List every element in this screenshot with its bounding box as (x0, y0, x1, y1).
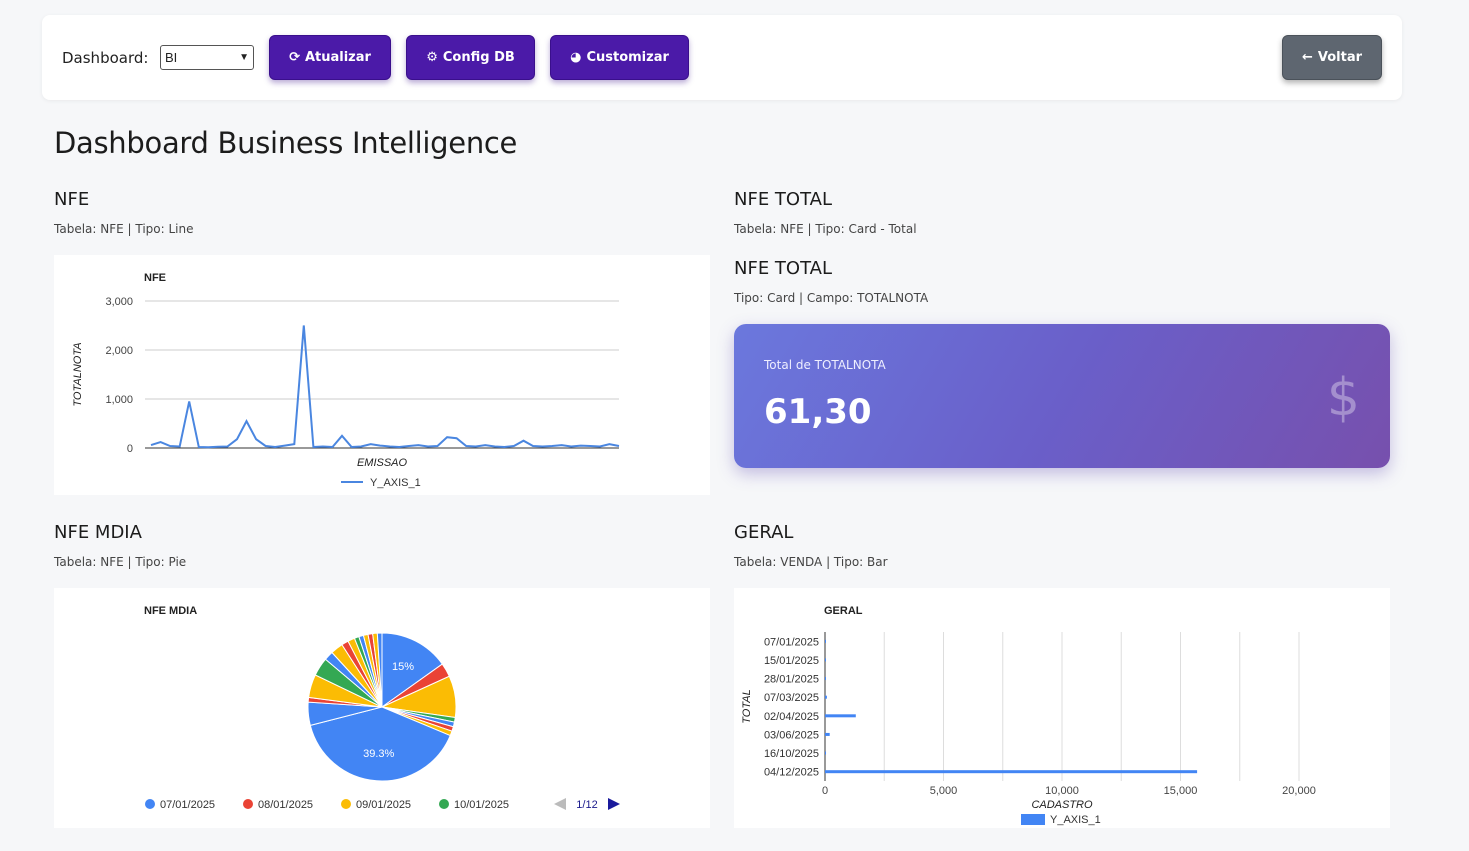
bar-chart-bar (825, 714, 856, 718)
bar-chart-category-label: 02/04/2025 (764, 711, 819, 723)
bar-chart-bar (825, 751, 826, 755)
bar-chart-x-tick: 10,000 (1045, 785, 1079, 797)
pie-legend-label: 08/01/2025 (258, 799, 313, 811)
back-button-label: Voltar (1317, 50, 1363, 65)
line-chart-series-line (150, 325, 620, 449)
bar-chart-bar (825, 658, 826, 662)
pie-legend-swatch (341, 799, 351, 809)
nfe-section-subtitle: Tabela: NFE | Tipo: Line (54, 222, 194, 236)
pie-legend-swatch (439, 799, 449, 809)
pie-slice-label: 39.3% (363, 748, 394, 760)
nfe-total-section-subtitle: Tabela: NFE | Tipo: Card - Total (734, 222, 917, 236)
pie-legend-label: 09/01/2025 (356, 799, 411, 811)
bar-chart-bar (825, 677, 826, 681)
bar-chart-bar (825, 695, 827, 699)
line-chart-y-tick: 2,000 (105, 345, 133, 357)
nfe-mdia-section-subtitle: Tabela: NFE | Tipo: Pie (54, 555, 187, 569)
pie-legend-label: 10/01/2025 (454, 799, 509, 811)
bar-chart-x-tick: 0 (822, 785, 828, 797)
line-chart-legend-label: Y_AXIS_1 (370, 477, 421, 489)
pie-legend-label: 07/01/2025 (160, 799, 215, 811)
arrow-left-icon: ← (1301, 50, 1313, 65)
customize-button-label: Customizar (586, 50, 669, 65)
bar-chart-x-tick: 5,000 (930, 785, 958, 797)
bar-chart-x-tick: 15,000 (1164, 785, 1198, 797)
geral-section-title: GERAL (734, 522, 794, 543)
geral-section-subtitle: Tabela: VENDA | Tipo: Bar (734, 555, 888, 569)
nfe-line-chart: NFE 0 1,000 2,000 3,000 TOTALNOTA EMISSAO Y_AXI… (54, 255, 710, 495)
pie-slice-label: 15% (392, 661, 414, 673)
pie-legend-prev-icon (554, 798, 566, 810)
bar-chart-category-label: 03/06/2025 (764, 729, 819, 741)
bar-chart-category-label: 16/10/2025 (764, 748, 819, 760)
bar-chart-category-label: 07/01/2025 (764, 636, 819, 648)
line-chart-y-tick: 0 (127, 443, 133, 455)
page-title: Dashboard Business Intelligence (54, 126, 518, 160)
dashboard-select[interactable]: BI ▼ (160, 45, 254, 70)
refresh-button-label: Atualizar (304, 50, 371, 65)
nfe-line-chart-svg: NFE 0 1,000 2,000 3,000 TOTALNOTA EMISSAO Y_AXI… (72, 272, 620, 489)
bar-chart-category-label: 28/01/2025 (764, 674, 819, 686)
refresh-button[interactable]: ⟳ Atualizar (269, 35, 391, 80)
dashboard-label: Dashboard: (62, 49, 149, 67)
pie-legend-swatch (243, 799, 253, 809)
bar-chart-category-label: 04/12/2025 (764, 767, 819, 779)
line-chart-x-label: EMISSAO (357, 457, 408, 469)
nfe-mdia-pie-chart: NFE MDIA 15% 39.3% 07/01/2025 08/01/2025 09/0… (54, 588, 710, 828)
pie-chart-title: NFE MDIA (144, 605, 197, 617)
bar-chart-bar (825, 639, 826, 643)
chevron-down-icon: ▼ (239, 52, 249, 63)
pie-legend-page: 1/12 (576, 799, 597, 811)
bar-chart-y-label: TOTAL (741, 689, 753, 723)
line-chart-y-tick: 1,000 (105, 394, 133, 406)
bar-chart-legend-label: Y_AXIS_1 (1050, 814, 1101, 826)
pie-chart-icon: ◕ (570, 50, 582, 65)
config-db-button[interactable]: ⚙ Config DB (406, 35, 535, 80)
bar-chart-category-label: 15/01/2025 (764, 655, 819, 667)
nfe-total-section-title: NFE TOTAL (734, 189, 833, 210)
nfe-total-card-subtitle: Tipo: Card | Campo: TOTALNOTA (734, 291, 929, 305)
total-card-value: 61,30 (764, 392, 872, 432)
nfe-mdia-pie-chart-svg: NFE MDIA 15% 39.3% 07/01/2025 08/01/2025 09/0… (144, 605, 620, 811)
back-button[interactable]: ← Voltar (1282, 35, 1382, 80)
dashboard-select-value: BI (165, 50, 178, 65)
bar-chart-bar (825, 732, 830, 736)
toolbar: Dashboard: BI ▼ ⟳ Atualizar ⚙ Config DB … (42, 15, 1402, 100)
geral-bar-chart: GERAL 0 5,000 10,000 15,000 20,000 07/01/2025 1… (734, 588, 1390, 828)
bar-chart-title: GERAL (824, 605, 863, 617)
line-chart-title: NFE (144, 272, 166, 284)
config-db-button-label: Config DB (442, 50, 515, 65)
pie-slice (309, 706, 451, 782)
customize-button[interactable]: ◕ Customizar (550, 35, 689, 80)
gear-icon: ⚙ (426, 50, 438, 65)
refresh-icon: ⟳ (289, 50, 300, 65)
pie-slice (376, 632, 383, 708)
total-card-label: Total de TOTALNOTA (764, 358, 886, 372)
nfe-section-title: NFE (54, 189, 90, 210)
pie-slice (381, 632, 443, 708)
bar-chart-bar (825, 770, 1198, 774)
bar-chart-x-label: CADASTRO (1031, 799, 1093, 811)
total-card: Total de TOTALNOTA 61,30 $ (734, 324, 1390, 468)
nfe-mdia-section-title: NFE MDIA (54, 522, 142, 543)
line-chart-y-label: TOTALNOTA (72, 342, 84, 406)
line-chart-y-tick: 3,000 (105, 296, 133, 308)
dollar-icon: $ (1326, 368, 1360, 428)
nfe-total-card-title: NFE TOTAL (734, 258, 833, 279)
bar-chart-x-tick: 20,000 (1282, 785, 1316, 797)
bar-chart-legend-swatch (1021, 814, 1045, 825)
geral-bar-chart-svg: GERAL 0 5,000 10,000 15,000 20,000 07/01/2025 1… (741, 605, 1316, 826)
pie-legend-swatch (145, 799, 155, 809)
bar-chart-category-label: 07/03/2025 (764, 692, 819, 704)
pie-legend-next-icon (608, 798, 620, 810)
